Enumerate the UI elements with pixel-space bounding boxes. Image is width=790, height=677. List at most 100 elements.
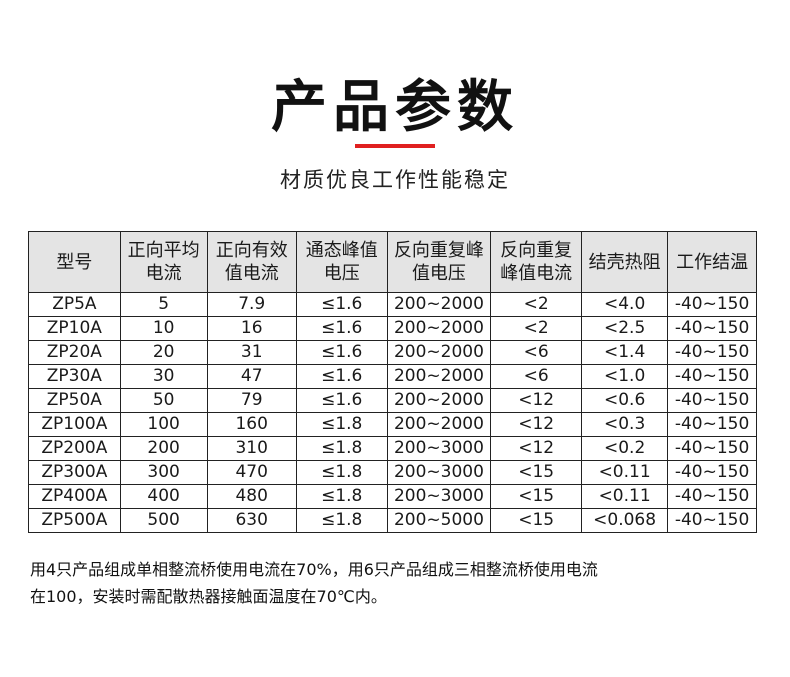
- table-cell: 200~2000: [386, 412, 492, 437]
- table-cell: 20: [119, 340, 208, 365]
- table-cell: ZP200A: [28, 436, 121, 461]
- table-cell: 200~2000: [386, 364, 492, 389]
- table-cell: <12: [490, 436, 583, 461]
- table-cell: <12: [490, 388, 583, 413]
- table-cell: 200~2000: [386, 316, 492, 341]
- table-cell: ZP20A: [28, 340, 121, 365]
- table-cell: 480: [206, 484, 297, 509]
- table-cell: 200~5000: [386, 508, 492, 533]
- column-header: 正向有效值电流: [206, 231, 297, 293]
- table-cell: 160: [206, 412, 297, 437]
- table-row: ZP200A 200 310 ≤1.8 200~3000 <12 <0.2 -40~150: [28, 436, 757, 461]
- table-cell: <0.2: [581, 436, 669, 461]
- table-cell: 200: [119, 436, 208, 461]
- table-cell: -40~150: [667, 412, 757, 437]
- table-cell: 16: [206, 316, 297, 341]
- table-cell: ≤1.8: [295, 412, 388, 437]
- table-row: ZP50A 50 79 ≤1.6 200~2000 <12 <0.6 -40~150: [28, 388, 757, 413]
- table-cell: <15: [490, 508, 583, 533]
- column-header: 型号: [28, 231, 121, 293]
- table-cell: <0.6: [581, 388, 669, 413]
- table-cell: ≤1.6: [295, 388, 388, 413]
- table-cell: 400: [119, 484, 208, 509]
- table-cell: <2.5: [581, 316, 669, 341]
- column-header: 通态峰值电压: [295, 231, 388, 293]
- table-cell: ZP100A: [28, 412, 121, 437]
- table-row: ZP300A 300 470 ≤1.8 200~3000 <15 <0.11 -40~150: [28, 460, 757, 485]
- table-cell: -40~150: [667, 340, 757, 365]
- table-cell: 30: [119, 364, 208, 389]
- table-cell: ZP300A: [28, 460, 121, 485]
- column-header: 工作结温: [667, 231, 757, 293]
- table-cell: ZP500A: [28, 508, 121, 533]
- table-cell: 100: [119, 412, 208, 437]
- table-header-row: 型号 正向平均电流 正向有效值电流 通态峰值电压 反向重复峰值电压 反向重复峰值电流 结壳热…: [28, 231, 757, 293]
- table-cell: -40~150: [667, 316, 757, 341]
- table-cell: 47: [206, 364, 297, 389]
- table-cell: -40~150: [667, 460, 757, 485]
- table-cell: <15: [490, 460, 583, 485]
- table-cell: <2: [490, 316, 583, 341]
- table-cell: <2: [490, 292, 583, 317]
- table-cell: ZP400A: [28, 484, 121, 509]
- table-cell: 200~3000: [386, 460, 492, 485]
- table-cell: 50: [119, 388, 208, 413]
- table-cell: 5: [119, 292, 208, 317]
- table-row: ZP30A 30 47 ≤1.6 200~2000 <6 <1.0 -40~150: [28, 364, 757, 389]
- column-header: 反向重复峰值电压: [386, 231, 492, 293]
- table-cell: ≤1.6: [295, 340, 388, 365]
- table-cell: -40~150: [667, 292, 757, 317]
- table-cell: <0.11: [581, 460, 669, 485]
- table-cell: 10: [119, 316, 208, 341]
- table-cell: 630: [206, 508, 297, 533]
- table-cell: ZP10A: [28, 316, 121, 341]
- table-cell: 200~3000: [386, 484, 492, 509]
- table-cell: <4.0: [581, 292, 669, 317]
- table-cell: ≤1.8: [295, 508, 388, 533]
- table-cell: 200~2000: [386, 340, 492, 365]
- table-cell: <15: [490, 484, 583, 509]
- table-row: ZP400A 400 480 ≤1.8 200~3000 <15 <0.11 -40~150: [28, 484, 757, 509]
- table-cell: <6: [490, 340, 583, 365]
- table-cell: 200~2000: [386, 388, 492, 413]
- table-cell: ZP30A: [28, 364, 121, 389]
- table-cell: <12: [490, 412, 583, 437]
- table-cell: -40~150: [667, 436, 757, 461]
- title-underline: [355, 144, 435, 148]
- column-header: 结壳热阻: [581, 231, 669, 293]
- table-cell: 7.9: [206, 292, 297, 317]
- table-cell: ≤1.6: [295, 316, 388, 341]
- spec-table: 型号 正向平均电流 正向有效值电流 通态峰值电压 反向重复峰值电压 反向重复峰值电流 结壳热…: [28, 231, 757, 533]
- table-cell: 300: [119, 460, 208, 485]
- table-cell: -40~150: [667, 364, 757, 389]
- table-row: ZP10A 10 16 ≤1.6 200~2000 <2 <2.5 -40~150: [28, 316, 757, 341]
- table-cell: 470: [206, 460, 297, 485]
- table-cell: <0.11: [581, 484, 669, 509]
- table-row: ZP20A 20 31 ≤1.6 200~2000 <6 <1.4 -40~150: [28, 340, 757, 365]
- table-cell: ≤1.6: [295, 292, 388, 317]
- table-cell: ≤1.6: [295, 364, 388, 389]
- table-cell: ZP50A: [28, 388, 121, 413]
- column-header: 反向重复峰值电流: [490, 231, 583, 293]
- table-row: ZP5A 5 7.9 ≤1.6 200~2000 <2 <4.0 -40~150: [28, 292, 757, 317]
- table-cell: 79: [206, 388, 297, 413]
- subtitle: 材质优良工作性能稳定: [280, 168, 510, 192]
- table-cell: 310: [206, 436, 297, 461]
- table-cell: <6: [490, 364, 583, 389]
- table-cell: 200~3000: [386, 436, 492, 461]
- table-cell: 200~2000: [386, 292, 492, 317]
- table-cell: ZP5A: [28, 292, 121, 317]
- table-cell: 31: [206, 340, 297, 365]
- table-cell: <1.0: [581, 364, 669, 389]
- table-cell: <0.3: [581, 412, 669, 437]
- table-row: ZP500A 500 630 ≤1.8 200~5000 <15 <0.068 -40~150: [28, 508, 757, 533]
- footnote-line-2: 在100，安装时需配散热器接触面温度在70℃内。: [30, 587, 387, 606]
- column-header: 正向平均电流: [119, 231, 208, 293]
- table-cell: ≤1.8: [295, 436, 388, 461]
- table-cell: -40~150: [667, 484, 757, 509]
- page-title: 产品参数: [271, 75, 519, 140]
- table-cell: 500: [119, 508, 208, 533]
- table-cell: <1.4: [581, 340, 669, 365]
- table-cell: ≤1.8: [295, 460, 388, 485]
- table-cell: ≤1.8: [295, 484, 388, 509]
